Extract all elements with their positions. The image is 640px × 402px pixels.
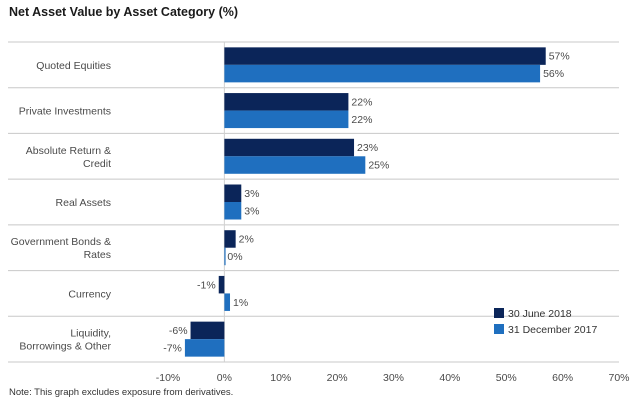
category-label: Absolute Return & bbox=[26, 145, 111, 157]
legend-swatch bbox=[494, 324, 504, 334]
data-label: 22% bbox=[351, 96, 372, 108]
data-label: 57% bbox=[549, 51, 570, 63]
x-tick-label: 0% bbox=[217, 372, 232, 384]
bar bbox=[224, 230, 236, 248]
labels: Quoted Equities Private Investments Absolu… bbox=[11, 51, 630, 384]
bar bbox=[224, 110, 349, 129]
category-label: Borrowings & Other bbox=[19, 341, 111, 353]
x-tick-label: 20% bbox=[327, 372, 348, 384]
legend-label: 31 December 2017 bbox=[508, 324, 597, 336]
x-tick-label: 60% bbox=[552, 372, 573, 384]
category-label: Real Assets bbox=[56, 197, 111, 209]
category-label: Quoted Equities bbox=[36, 60, 111, 72]
bar bbox=[224, 64, 541, 83]
data-label: 23% bbox=[357, 142, 378, 154]
x-tick-label: 70% bbox=[608, 372, 629, 384]
bar bbox=[224, 47, 546, 65]
legend: 30 June 2018 31 December 2017 bbox=[494, 308, 597, 336]
bar bbox=[190, 321, 225, 340]
bar bbox=[184, 339, 225, 357]
category-label: Government Bonds & bbox=[11, 236, 111, 248]
data-label: -7% bbox=[163, 342, 182, 354]
category-label: Currency bbox=[68, 288, 111, 300]
category-label: Rates bbox=[84, 249, 111, 261]
category-label: Liquidity, bbox=[70, 328, 111, 340]
x-tick-label: 10% bbox=[270, 372, 291, 384]
legend-swatch bbox=[494, 308, 504, 318]
data-label: 2% bbox=[239, 234, 254, 246]
bar bbox=[224, 138, 355, 157]
x-tick-label: 50% bbox=[496, 372, 517, 384]
bar bbox=[224, 293, 231, 311]
data-label: 22% bbox=[351, 114, 372, 126]
data-label: 1% bbox=[233, 297, 248, 309]
x-tick-label: 40% bbox=[439, 372, 460, 384]
data-label: -6% bbox=[169, 325, 188, 337]
data-label: 3% bbox=[244, 188, 259, 200]
legend-label: 30 June 2018 bbox=[508, 308, 572, 320]
bar bbox=[224, 202, 242, 220]
data-label: 25% bbox=[368, 160, 389, 172]
data-label: 3% bbox=[244, 205, 259, 217]
bar bbox=[224, 93, 349, 111]
bar bbox=[218, 275, 225, 294]
chart-title: Net Asset Value by Asset Category (%) bbox=[9, 5, 239, 19]
bar bbox=[224, 156, 366, 174]
bars bbox=[184, 47, 546, 357]
bar bbox=[224, 184, 242, 202]
data-label: 56% bbox=[543, 68, 564, 80]
chart-note: Note: This graph excludes exposure from … bbox=[9, 387, 234, 398]
data-label: -1% bbox=[197, 279, 216, 291]
category-label: Credit bbox=[83, 158, 111, 170]
category-label: Private Investments bbox=[19, 106, 111, 118]
data-label: 0% bbox=[227, 251, 242, 263]
x-tick-label: 30% bbox=[383, 372, 404, 384]
x-tick-label: -10% bbox=[156, 372, 181, 384]
bar bbox=[224, 247, 226, 266]
